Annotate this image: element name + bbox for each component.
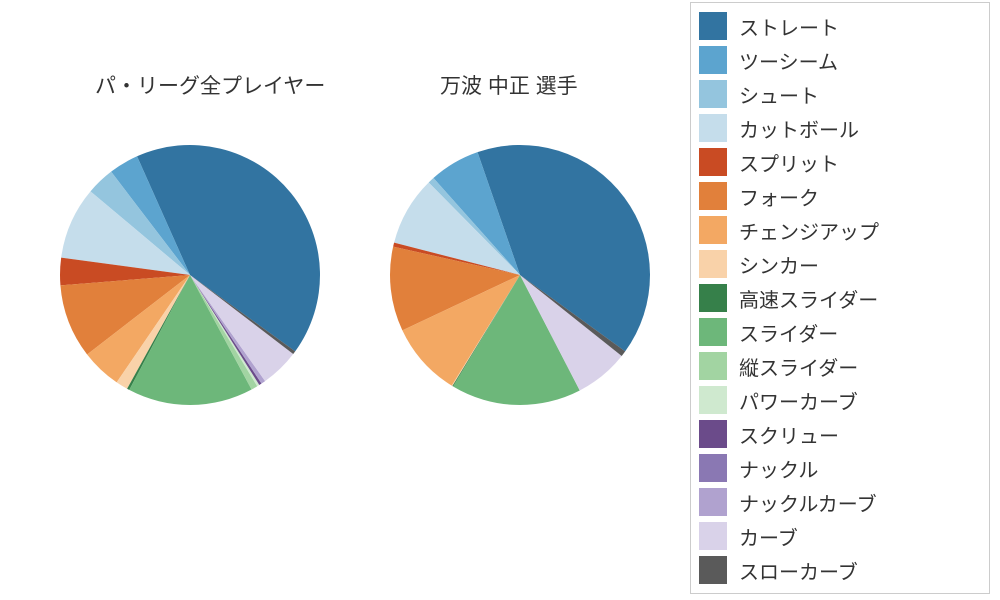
legend-item: スローカーブ	[699, 553, 981, 587]
legend-label: カットボール	[739, 114, 859, 143]
legend-swatch	[699, 386, 727, 414]
legend-item: パワーカーブ	[699, 383, 981, 417]
legend-label: ナックル	[739, 454, 818, 483]
legend-item: ナックル	[699, 451, 981, 485]
legend-label: カーブ	[739, 522, 798, 551]
legend-swatch	[699, 12, 727, 40]
legend-swatch	[699, 182, 727, 210]
legend-item: フォーク	[699, 179, 981, 213]
legend-swatch	[699, 454, 727, 482]
legend-label: パワーカーブ	[739, 386, 858, 415]
legend-label: フォーク	[739, 182, 819, 211]
legend-label: シュート	[739, 80, 819, 109]
legend-label: 縦スライダー	[739, 352, 858, 381]
legend-swatch	[699, 250, 727, 278]
legend-label: スプリット	[739, 148, 839, 177]
legend-swatch	[699, 148, 727, 176]
legend-swatch	[699, 216, 727, 244]
legend-swatch	[699, 80, 727, 108]
legend-item: チェンジアップ	[699, 213, 981, 247]
chart-root: パ・リーグ全プレイヤー41.79.09.25.015.6万波 中正 選手40.3…	[0, 0, 1000, 600]
legend-item: 高速スライダー	[699, 281, 981, 315]
legend-swatch	[699, 318, 727, 346]
legend-swatch	[699, 522, 727, 550]
legend-label: ストレート	[739, 12, 839, 41]
legend-swatch	[699, 114, 727, 142]
legend-item: シンカー	[699, 247, 981, 281]
chart-title: パ・リーグ全プレイヤー	[95, 70, 325, 100]
legend-label: ツーシーム	[739, 46, 838, 75]
legend-label: スクリュー	[739, 420, 839, 449]
legend-label: ナックルカーブ	[739, 488, 877, 517]
chart-title: 万波 中正 選手	[440, 70, 578, 100]
pie-chart	[388, 143, 652, 407]
legend-item: ストレート	[699, 9, 981, 43]
legend-item: ナックルカーブ	[699, 485, 981, 519]
legend-item: シュート	[699, 77, 981, 111]
legend-swatch	[699, 420, 727, 448]
legend-label: チェンジアップ	[739, 216, 879, 245]
legend-item: 縦スライダー	[699, 349, 981, 383]
pie-chart	[58, 143, 322, 407]
legend-swatch	[699, 284, 727, 312]
legend-item: スライダー	[699, 315, 981, 349]
legend: ストレートツーシームシュートカットボールスプリットフォークチェンジアップシンカー…	[690, 2, 990, 594]
legend-label: スライダー	[739, 318, 838, 347]
legend-item: ツーシーム	[699, 43, 981, 77]
legend-swatch	[699, 352, 727, 380]
legend-swatch	[699, 556, 727, 584]
legend-label: 高速スライダー	[739, 284, 878, 313]
legend-item: スプリット	[699, 145, 981, 179]
legend-item: スクリュー	[699, 417, 981, 451]
legend-item: カットボール	[699, 111, 981, 145]
legend-swatch	[699, 488, 727, 516]
legend-label: スローカーブ	[739, 556, 858, 585]
legend-swatch	[699, 46, 727, 74]
legend-label: シンカー	[739, 250, 819, 279]
legend-item: カーブ	[699, 519, 981, 553]
